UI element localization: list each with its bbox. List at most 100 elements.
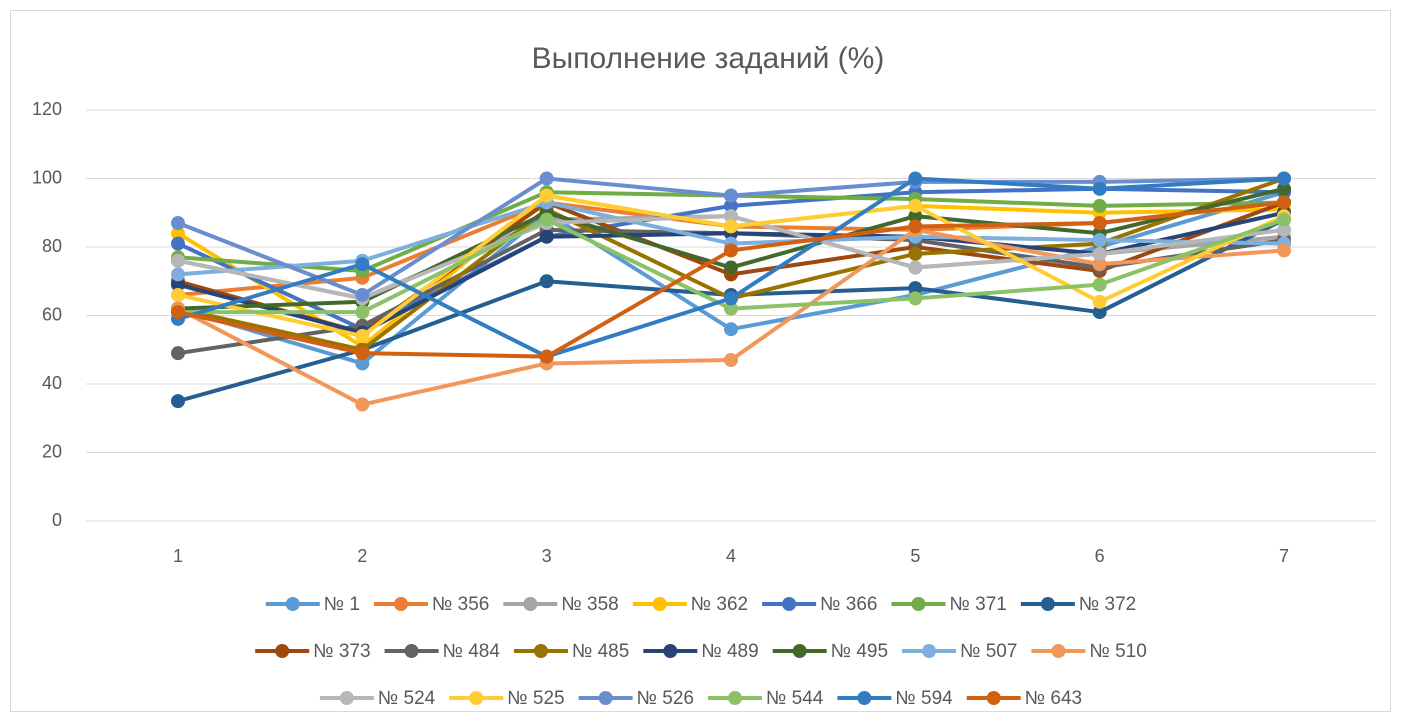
legend-label: № 362 xyxy=(691,594,748,615)
data-point xyxy=(908,291,923,306)
chart-title: Выполнение заданий (%) xyxy=(532,42,885,75)
legend-marker xyxy=(857,691,872,705)
legend-item: № 526 xyxy=(578,688,694,709)
legend-item: № 362 xyxy=(632,594,748,615)
legend-marker xyxy=(728,691,742,705)
legend-label: № 1 xyxy=(324,594,360,615)
x-tick-label: 1 xyxy=(173,546,183,566)
data-point xyxy=(724,322,738,337)
legend-label: № 489 xyxy=(701,641,758,662)
legend-marker xyxy=(598,691,613,705)
data-point xyxy=(539,171,554,186)
data-point xyxy=(908,209,923,224)
legend-marker xyxy=(285,597,300,611)
legend-item: № 525 xyxy=(449,688,565,709)
legend-label: № 526 xyxy=(637,688,694,709)
legend-marker xyxy=(1040,597,1055,611)
data-point xyxy=(171,253,185,268)
data-point xyxy=(724,243,738,258)
data-point xyxy=(908,219,923,234)
legend-label: № 373 xyxy=(313,641,370,662)
legend-marker xyxy=(533,644,548,658)
data-point xyxy=(355,287,370,302)
data-point xyxy=(171,236,185,251)
legend-item: № 371 xyxy=(891,594,1007,615)
data-point xyxy=(1277,195,1291,210)
legend-label: № 371 xyxy=(949,594,1006,615)
data-point xyxy=(539,229,554,244)
data-point xyxy=(724,209,738,224)
legend-item: № 544 xyxy=(708,688,824,709)
y-tick-label: 20 xyxy=(42,441,62,461)
legend-label: № 366 xyxy=(820,594,877,615)
data-point xyxy=(171,216,185,231)
legend-label: № 495 xyxy=(831,641,888,662)
y-tick-label: 60 xyxy=(42,304,62,324)
legend-item: № 356 xyxy=(373,594,489,615)
legend-label: № 524 xyxy=(378,688,436,709)
legend-item: № 507 xyxy=(902,641,1017,662)
data-point xyxy=(171,394,185,409)
data-point xyxy=(1277,222,1291,237)
data-point xyxy=(355,356,370,371)
data-point xyxy=(539,212,554,227)
legend-label: № 594 xyxy=(895,688,953,709)
legend-label: № 358 xyxy=(561,594,618,615)
legend-marker xyxy=(469,691,484,705)
data-point xyxy=(908,246,923,261)
x-tick-label: 2 xyxy=(357,546,367,566)
data-point xyxy=(1092,216,1107,231)
data-point xyxy=(355,329,370,344)
data-point xyxy=(724,301,738,316)
data-point xyxy=(1092,305,1107,320)
data-point xyxy=(724,219,738,234)
data-point xyxy=(1092,198,1107,213)
legend-item: № 489 xyxy=(643,641,759,662)
legend-item: № 524 xyxy=(319,688,436,709)
legend-marker xyxy=(782,597,797,611)
data-point xyxy=(724,198,738,213)
data-point xyxy=(724,260,738,275)
x-tick-label: 5 xyxy=(910,546,920,566)
legend-marker xyxy=(393,597,408,611)
data-point xyxy=(1092,246,1107,261)
data-point xyxy=(171,277,185,292)
data-point xyxy=(355,346,370,361)
legend-label: № 525 xyxy=(507,688,564,709)
y-tick-label: 0 xyxy=(52,510,62,530)
data-point xyxy=(908,171,923,186)
legend-marker xyxy=(911,597,926,611)
legend-label: № 372 xyxy=(1079,594,1136,615)
data-point xyxy=(539,188,554,203)
data-point xyxy=(171,346,185,361)
x-tick-label: 4 xyxy=(726,546,736,566)
data-point xyxy=(1092,277,1107,292)
legend-item: № 373 xyxy=(255,641,371,662)
legend-label: № 643 xyxy=(1025,688,1082,709)
data-point xyxy=(171,287,185,302)
legend-label: № 485 xyxy=(572,641,629,662)
data-point xyxy=(724,291,738,306)
data-point xyxy=(171,305,185,320)
data-point xyxy=(539,349,554,364)
legend-marker xyxy=(792,644,807,658)
x-tick-label: 3 xyxy=(542,546,552,566)
data-point xyxy=(908,281,923,296)
legend-marker xyxy=(275,644,290,658)
data-point xyxy=(1277,212,1291,227)
data-point xyxy=(1092,233,1107,248)
data-point xyxy=(171,226,185,241)
legend-marker xyxy=(663,644,678,658)
legend-item: № 372 xyxy=(1020,594,1136,615)
data-point xyxy=(908,260,923,275)
legend-item: № 643 xyxy=(966,688,1082,709)
data-point xyxy=(539,274,554,289)
data-point xyxy=(1092,257,1107,272)
legend-label: № 484 xyxy=(443,641,501,662)
legend-item: № 594 xyxy=(837,688,953,709)
legend-label: № 356 xyxy=(432,594,489,615)
y-tick-label: 40 xyxy=(42,373,62,393)
legend-item: № 510 xyxy=(1031,641,1147,662)
data-point xyxy=(355,257,370,272)
data-point xyxy=(171,267,185,282)
